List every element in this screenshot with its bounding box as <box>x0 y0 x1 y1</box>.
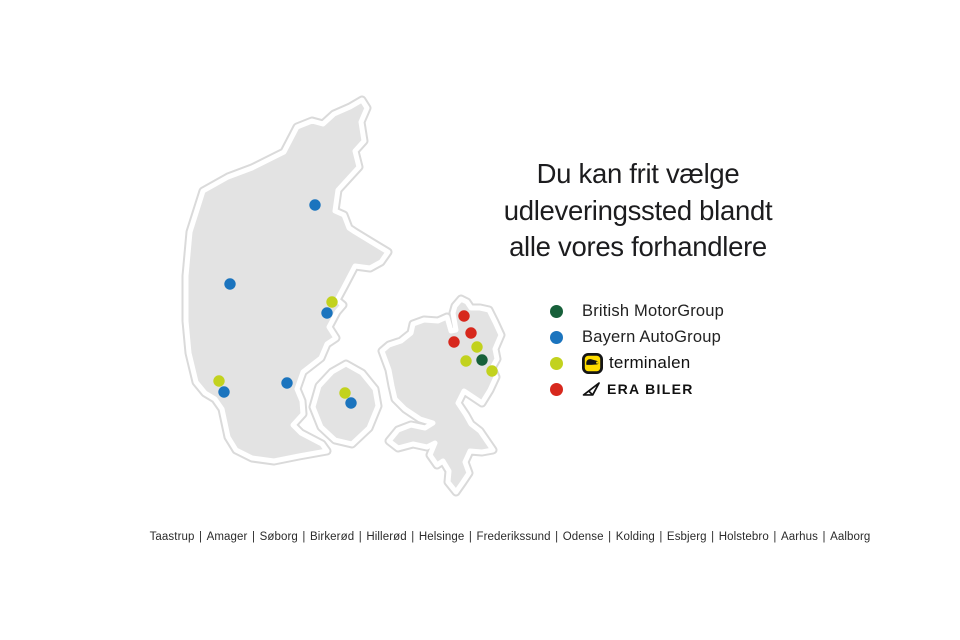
city-separator: | <box>358 531 362 543</box>
dealer-marker-terminalen <box>213 375 225 387</box>
city-item: Odense <box>562 531 604 543</box>
era-biler-logo-icon <box>582 381 601 397</box>
city-item: Helsinge <box>418 531 465 543</box>
city-item: Taastrup <box>149 531 195 543</box>
dealer-marker-terminalen <box>471 341 483 353</box>
legend-item-era-biler: ERA BILER <box>550 378 724 400</box>
zealand-land <box>379 296 504 495</box>
title-line: Du kan frit vælge <box>536 158 740 189</box>
city-separator: | <box>251 531 256 543</box>
dealer-marker-terminalen <box>339 387 351 399</box>
city-separator: | <box>773 531 777 543</box>
jutland-land <box>183 97 391 464</box>
dealer-marker-bayern <box>309 199 321 211</box>
dealer-marker-terminalen <box>486 365 498 377</box>
city-item: Kolding <box>615 531 655 543</box>
terminalen-logo-icon <box>582 352 603 374</box>
city-item: Aarhus <box>780 531 818 543</box>
legend-label: Bayern AutoGroup <box>582 327 721 346</box>
city-separator: | <box>711 531 715 543</box>
legend-label: British MotorGroup <box>582 301 725 320</box>
dealer-marker-bayern <box>281 377 293 389</box>
city-item: Birkerød <box>309 531 355 543</box>
legend-item-british-motorgroup: British MotorGroup <box>550 300 724 322</box>
city-item: Hillerød <box>366 531 407 543</box>
red-dot-icon <box>550 382 563 396</box>
dealer-marker-terminalen <box>460 355 472 367</box>
green-dot-icon <box>550 304 563 318</box>
city-separator: | <box>199 531 203 543</box>
title-line: udleveringssted blandt <box>503 194 773 226</box>
city-item: Amager <box>206 531 248 543</box>
dealer-marker-british <box>476 354 488 366</box>
legend-label: ERA BILER <box>607 381 694 397</box>
city-separator: | <box>468 531 472 543</box>
city-item: Esbjerg <box>666 531 707 543</box>
dealer-marker-era <box>458 310 470 322</box>
city-separator: | <box>822 531 826 543</box>
city-item: Holstebro <box>718 531 769 543</box>
blue-dot-icon <box>550 330 563 344</box>
city-item: Søborg <box>259 531 298 543</box>
city-separator: | <box>555 531 559 543</box>
dealer-marker-bayern <box>218 386 230 398</box>
title-line: alle vores forhandlere <box>509 231 767 262</box>
page-title: Du kan frit vælge udleveringssted blandt… <box>472 156 804 266</box>
yellow-dot-icon <box>550 356 563 370</box>
dealer-marker-bayern <box>224 278 236 290</box>
city-separator: | <box>659 531 663 543</box>
city-separator: | <box>411 531 415 543</box>
dealer-markers <box>213 199 498 409</box>
dealer-marker-era <box>448 336 460 348</box>
city-list: Taastrup | Amager | Søborg | Birkerød | Hillerød… <box>150 531 871 543</box>
dealer-marker-terminalen <box>326 296 338 308</box>
city-separator: | <box>608 531 612 543</box>
city-item: Aalborg <box>830 531 871 543</box>
legend-item-bayern-autogroup: Bayern AutoGroup <box>550 326 724 348</box>
dealer-marker-bayern <box>321 307 333 319</box>
legend-label: terminalen <box>609 353 691 372</box>
legend-item-terminalen: terminalen <box>550 352 724 374</box>
legend: British MotorGroup Bayern AutoGroup term… <box>550 300 724 400</box>
dealer-marker-era <box>465 327 477 339</box>
city-item: Frederikssund <box>476 531 551 543</box>
city-separator: | <box>302 531 306 543</box>
dealer-marker-bayern <box>345 397 357 409</box>
